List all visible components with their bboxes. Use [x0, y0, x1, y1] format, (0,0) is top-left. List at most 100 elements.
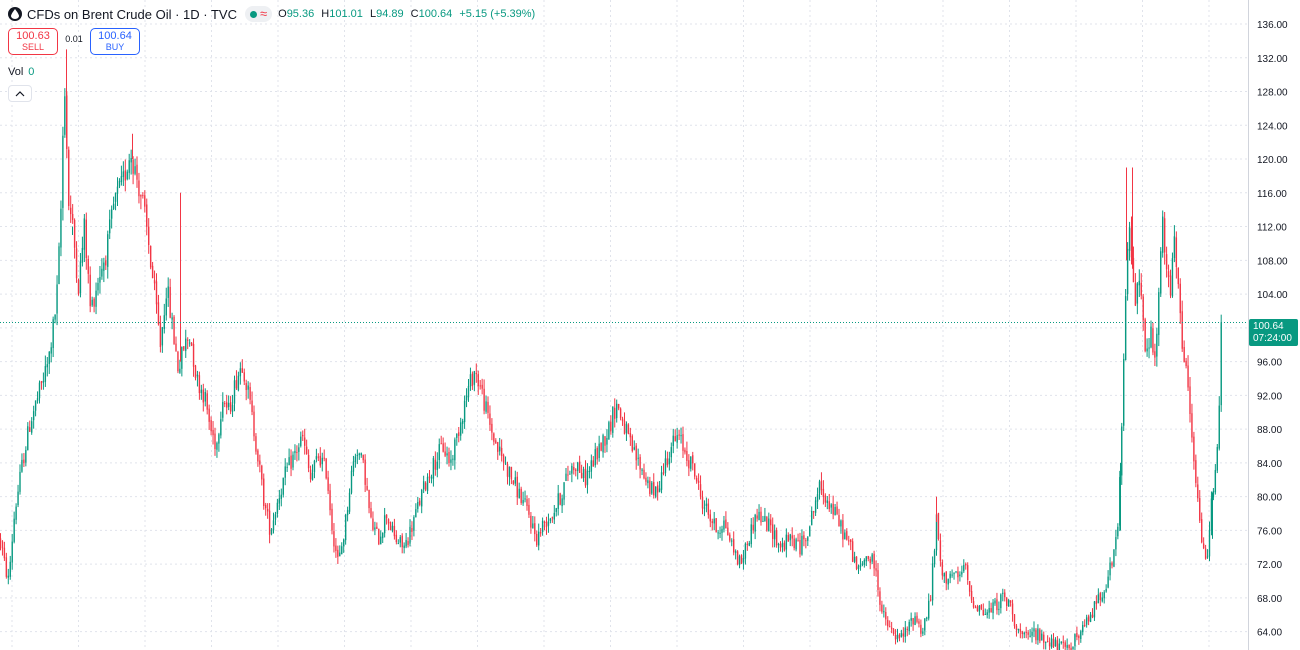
candle-body [916, 615, 918, 622]
candle-body [130, 158, 132, 163]
candle-body [990, 608, 992, 613]
candle-body [42, 380, 45, 383]
candle-body [348, 492, 351, 512]
candle-body [110, 209, 113, 219]
candle-body [235, 380, 238, 389]
candle-body [1068, 644, 1070, 649]
y-tick-label: 116.00 [1257, 189, 1287, 200]
candle-body [370, 508, 372, 518]
candle-body [643, 469, 645, 479]
collapse-legend-button[interactable] [8, 85, 32, 102]
candle-body [216, 442, 218, 450]
candle-body [159, 322, 162, 348]
candle-body [573, 467, 575, 471]
candle-body [157, 302, 160, 325]
candle-body [424, 482, 427, 490]
candle-body [970, 590, 973, 601]
buy-label: BUY [105, 42, 125, 52]
candle-body [247, 385, 249, 390]
candle-body [1021, 631, 1023, 634]
buy-button[interactable]: 100.64 BUY [90, 28, 140, 55]
open-value: 95.36 [286, 8, 315, 20]
candle-body [356, 455, 359, 457]
candle-body [393, 525, 396, 537]
candle-body [95, 290, 97, 307]
candle-body [1119, 477, 1121, 526]
candle-body [867, 556, 869, 559]
candle-body [31, 421, 33, 433]
candle-body [444, 451, 446, 456]
candle-body [606, 437, 608, 445]
candle-body [713, 518, 715, 524]
candle-body [1033, 628, 1035, 632]
candle-body [185, 338, 187, 351]
candle-body [717, 532, 719, 534]
candle-body [208, 408, 210, 422]
candle-body [621, 418, 624, 422]
candle-body [75, 248, 78, 279]
candle-body [968, 581, 971, 592]
candle-body [818, 481, 821, 494]
candle-body [541, 520, 544, 532]
candle-body [446, 453, 448, 456]
low-label: L [369, 8, 377, 20]
candle-body [762, 520, 764, 522]
candle-body [383, 515, 386, 534]
candle-body [933, 550, 936, 565]
candle-body [288, 457, 290, 466]
candle-body [805, 540, 807, 542]
candle-body [118, 180, 121, 187]
candle-body [820, 480, 823, 491]
candle-body [325, 458, 327, 479]
candle-body [1134, 283, 1137, 306]
candle-body [766, 517, 768, 531]
candle-body [487, 401, 489, 413]
candle-body [233, 380, 236, 404]
candle-body [955, 571, 957, 573]
candle-body [21, 459, 23, 472]
high-label: H [321, 8, 330, 20]
candle-body [112, 203, 115, 209]
candle-body [551, 517, 554, 519]
candle-body [610, 421, 612, 432]
candle-body [1007, 600, 1010, 607]
candle-body [188, 342, 191, 344]
candle-body [1146, 348, 1148, 352]
candle-body [409, 526, 411, 544]
candle-body [902, 633, 905, 637]
candle-body [783, 542, 786, 551]
candle-body [144, 195, 146, 207]
candle-body [709, 514, 711, 522]
candle-body [1195, 460, 1197, 483]
candle-body [364, 459, 366, 485]
candle-body [892, 629, 895, 635]
candle-body [744, 543, 747, 559]
sell-button[interactable]: 100.63 SELL [8, 28, 58, 55]
candle-body [434, 459, 437, 470]
candle-body [922, 631, 924, 634]
y-tick-label: 88.00 [1257, 425, 1282, 436]
candle-body [873, 553, 875, 569]
candle-body [198, 375, 201, 394]
bar-countdown: 07:24:00 [1253, 332, 1292, 344]
candle-body [15, 506, 17, 520]
candle-body [270, 529, 273, 534]
candle-body [475, 373, 477, 375]
candle-body [567, 474, 569, 476]
candle-body [789, 534, 791, 541]
market-status-badge[interactable]: ≈ [244, 6, 273, 22]
candle-body [596, 448, 598, 460]
candle-body [998, 608, 1000, 610]
oil-drop-icon [8, 7, 22, 21]
candle-body [869, 558, 871, 563]
candle-body [165, 298, 167, 316]
candle-body [177, 351, 179, 372]
candle-body [543, 521, 546, 523]
candle-body [136, 164, 138, 180]
candle-body [1173, 236, 1176, 259]
candle-body [344, 514, 347, 541]
candle-body [1136, 283, 1139, 304]
candle-body [114, 192, 117, 202]
symbol-title[interactable]: CFDs on Brent Crude Oil · 1D · TVC [27, 6, 237, 22]
